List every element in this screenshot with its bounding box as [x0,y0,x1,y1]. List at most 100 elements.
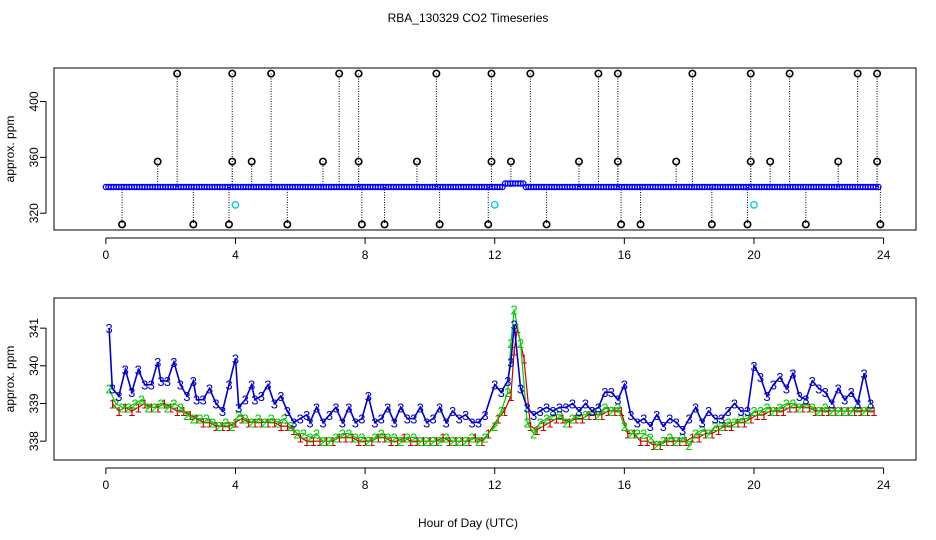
series-2-marker: 2 [125,400,132,415]
outlier-point [876,220,885,229]
series-3-marker: 3 [271,396,278,411]
bottom-y-tick-label: 339 [27,393,41,413]
series-3-marker: 3 [326,408,333,423]
series-1-marker: 1 [540,419,547,434]
series-2-marker: 2 [442,430,449,445]
series-3-marker: 3 [248,378,255,393]
series-3-marker: 3 [653,408,660,423]
series-2-marker: 2 [686,438,693,453]
series-1-marker: 1 [407,434,414,449]
outlier-point [613,69,622,78]
outlier-point [785,69,794,78]
series-2-marker: 2 [815,404,822,419]
series-3-marker: 3 [115,389,122,404]
series-3-marker: 3 [536,404,543,419]
series-2-marker: 2 [261,415,268,430]
outlier-point [228,157,237,166]
series-1-marker: 1 [135,400,142,415]
series-2-marker: 2 [530,427,537,442]
series-2-marker: 2 [724,415,731,430]
series-1-marker: 1 [553,412,560,427]
series-1-marker: 1 [656,438,663,453]
baseline-point [496,183,504,191]
series-2-marker: 2 [248,415,255,430]
series-1-marker: 1 [520,351,527,366]
outlier-point [318,157,327,166]
series-1-marker: 1 [728,419,735,434]
series-1-marker: 1 [695,430,702,445]
series-3-marker: 3 [770,378,777,393]
series-2-marker: 2 [711,419,718,434]
series-3-marker: 3 [718,412,725,427]
series-2-marker: 2 [177,400,184,415]
top-x-tick-label: 8 [362,248,369,262]
outlier-point [617,220,626,229]
series-2-marker: 2 [608,404,615,419]
series-1-marker: 1 [501,404,508,419]
series-1-marker: 1 [297,430,304,445]
series-3-marker: 3 [455,412,462,427]
series-1-marker: 1 [721,419,728,434]
series-2-marker: 2 [410,430,417,445]
series-1-marker: 1 [754,408,761,423]
top-axes: 0 4 8 12 16 20 24 320 360 400 [27,91,891,262]
outlier-point [247,157,256,166]
series-3-marker: 3 [290,415,297,430]
series-2-marker: 2 [621,419,628,434]
series-1-marker: 1 [611,404,618,419]
series-1-marker: 1 [109,396,116,411]
series-3-marker: 3 [423,415,430,430]
series-3-marker: 3 [177,378,184,393]
series-2-marker: 2 [222,415,229,430]
series-3-marker: 3 [190,374,197,389]
outlier-point [267,69,276,78]
series-3-marker: 3 [711,412,718,427]
series-1-marker: 1 [669,434,676,449]
series-3-marker: 3 [313,400,320,415]
series-3-marker: 3 [575,404,582,419]
series-1-marker: 1 [374,430,381,445]
series-2-marker: 2 [517,336,524,351]
series-3-marker: 3 [724,404,731,419]
series-1-marker: 1 [650,438,657,453]
series-2-marker: 2 [640,427,647,442]
series-1-marker: 1 [167,400,174,415]
series-1-marker: 1 [792,400,799,415]
series-3-marker: 3 [634,415,641,430]
series-2-marker: 2 [274,415,281,430]
series-3-marker: 3 [491,378,498,393]
series-1-marker: 1 [663,434,670,449]
series-2-marker: 2 [280,412,287,427]
series-3-marker: 3 [258,389,265,404]
series-3-marker: 3 [705,404,712,419]
series-2-marker: 2 [306,430,313,445]
series-1-marker: 1 [747,412,754,427]
outlier-point [574,157,583,166]
series-2-marker: 2 [783,396,790,411]
series-1-marker: 1 [154,400,161,415]
series-3-marker: 3 [614,393,621,408]
series-2-marker: 2 [151,400,158,415]
series-3-marker: 3 [809,374,816,389]
outlier-point [283,220,292,229]
series-3-marker: 3 [206,381,213,396]
bottom-x-tick-label: 24 [877,478,891,492]
series-3-marker: 3 [828,396,835,411]
series-3-marker: 3 [504,374,511,389]
series-3-marker: 3 [154,355,161,370]
series-2-marker: 2 [397,434,404,449]
series-2-marker: 2 [861,404,868,419]
series-2-marker: 2 [423,434,430,449]
series-3-marker: 3 [822,385,829,400]
series-3-marker: 3 [212,396,219,411]
series-3-marker: 3 [666,412,673,427]
series-2-marker: 2 [430,434,437,449]
series-2-marker: 2 [203,412,210,427]
series-1-marker: 1 [277,419,284,434]
outlier-point [354,69,363,78]
series-3-marker: 3 [417,400,424,415]
series-3-marker: 3 [319,415,326,430]
series-3-marker: 3 [475,415,482,430]
outlier-point [487,69,496,78]
series-1-marker: 1 [825,404,832,419]
